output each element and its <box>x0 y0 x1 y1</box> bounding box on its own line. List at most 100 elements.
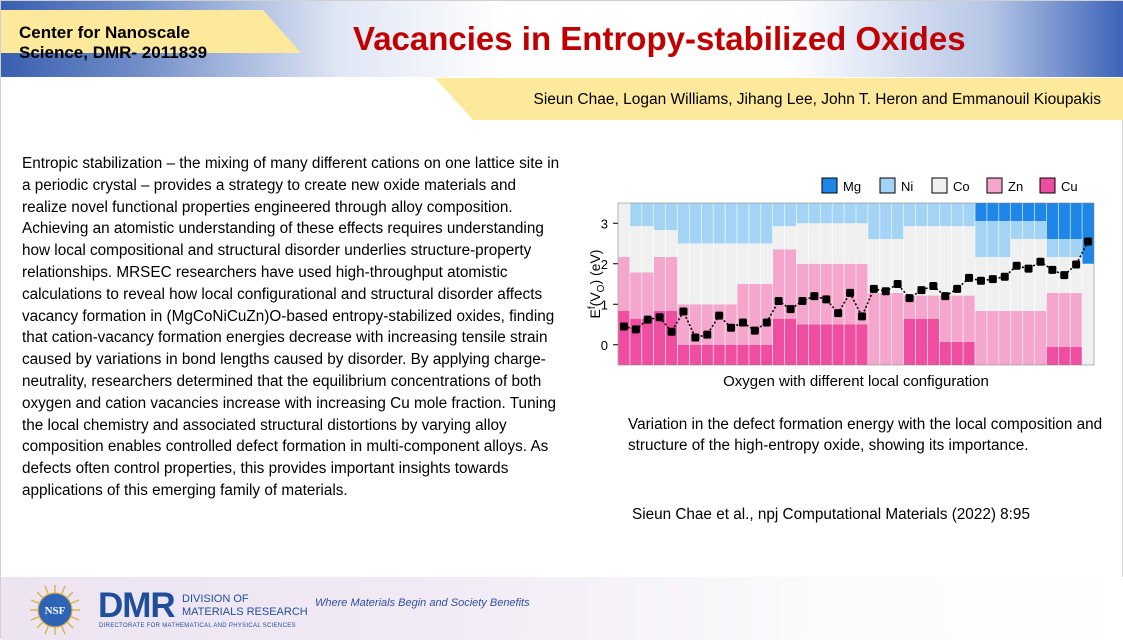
bar-segment <box>653 257 666 311</box>
bar-segment <box>641 203 654 227</box>
bar-segment <box>796 203 809 224</box>
data-point <box>1000 272 1009 281</box>
bar-segment <box>701 203 714 244</box>
data-point <box>1084 237 1093 246</box>
bar-segment <box>927 318 940 365</box>
bar-segment <box>1058 293 1071 347</box>
bar-segment <box>629 203 642 227</box>
bar-segment <box>677 304 690 345</box>
data-point <box>941 292 950 301</box>
legend-label-mg: Mg <box>843 179 861 194</box>
bar-segment <box>879 203 892 239</box>
bar-segment <box>1010 221 1023 239</box>
bar-segment <box>748 344 761 365</box>
bar-segment <box>1058 239 1071 257</box>
bar-segment <box>1070 347 1083 365</box>
body-paragraph: Entropic stabilization – the mixing of m… <box>22 155 560 499</box>
header-bar: Center for Nanoscale Science, DMR- 20118… <box>1 1 1123 77</box>
slide-title: Vacancies in Entropy-stabilized Oxides <box>353 20 966 57</box>
center-banner-shape <box>1 10 301 53</box>
data-point <box>822 295 831 304</box>
bar-segment <box>820 203 833 224</box>
bar-segment <box>951 203 964 227</box>
bar-segment <box>677 344 690 365</box>
bar-segment <box>1022 239 1035 311</box>
bar-segment <box>653 230 666 257</box>
bar-segment <box>903 295 916 319</box>
bar-segment <box>951 226 964 296</box>
y-tick-label: 3 <box>601 216 608 231</box>
footer-tagline: Where Materials Begin and Society Benefi… <box>315 597 530 609</box>
footer: NSF DMR DIVISION OF MATERIALS RESEARCH D… <box>1 577 1123 640</box>
bar-segment <box>986 257 999 311</box>
chart-y-ticks: 0 1 2 3 <box>601 216 618 353</box>
bar-segment <box>891 293 904 365</box>
data-point <box>655 313 664 322</box>
data-point <box>1024 264 1033 273</box>
data-point <box>869 284 878 293</box>
bar-segment <box>998 203 1011 221</box>
bar-segment <box>856 263 868 325</box>
legend-swatch-ni <box>879 177 896 194</box>
data-point <box>976 276 985 285</box>
bar-segment <box>927 295 940 319</box>
data-point <box>965 273 974 282</box>
bar-segment <box>772 318 785 365</box>
legend-swatch-co <box>931 177 948 194</box>
bar-segment <box>832 203 845 224</box>
bar-segment <box>713 243 726 305</box>
bar-segment <box>725 344 737 365</box>
bar-segment <box>760 243 773 284</box>
data-point <box>762 318 771 327</box>
bar-segment <box>867 239 880 293</box>
bar-segment <box>1034 239 1047 311</box>
bar-segment <box>844 324 856 365</box>
data-point <box>893 280 902 288</box>
y-tick-label: 2 <box>601 257 608 272</box>
y-tick-label: 0 <box>601 338 608 353</box>
data-point <box>619 322 628 331</box>
bar-segment <box>903 318 916 365</box>
bar-segment <box>963 341 975 365</box>
center-banner: Center for Nanoscale Science, DMR- 20118… <box>1 10 301 62</box>
bar-segment <box>1046 239 1059 257</box>
data-point <box>786 305 795 314</box>
bar-segment <box>832 324 845 365</box>
legend-swatch-zn <box>986 177 1003 194</box>
y-label-part: f <box>587 306 598 309</box>
data-point <box>631 325 640 334</box>
legend-label-co: Co <box>953 179 970 194</box>
bar-segment <box>784 226 797 250</box>
bar-segment <box>760 284 773 345</box>
citation: Sieun Chae et al., npj Computational Mat… <box>632 506 1030 523</box>
bar-segment <box>641 226 654 273</box>
data-point <box>727 323 736 332</box>
bar-segment <box>760 203 773 244</box>
y-label-part: ) (eV) <box>587 250 603 285</box>
defect-energy-chart: Mg Ni Co Zn Cu 0 1 2 3 Ef(VO) (eV) Oxygen with … <box>587 177 1095 390</box>
bar-segment <box>1046 203 1059 239</box>
chart-points <box>619 237 1093 342</box>
data-point <box>750 326 759 335</box>
y-label-part: (V <box>587 292 603 307</box>
bar-segment <box>808 203 821 224</box>
bar-segment <box>856 203 868 224</box>
bar-segment <box>986 203 999 221</box>
bar-segment <box>677 243 690 305</box>
bar-segment <box>1082 263 1094 365</box>
figure-caption: Variation in the defect formation energy… <box>628 416 1103 454</box>
data-point <box>929 282 938 291</box>
data-point <box>846 288 855 297</box>
bar-segment <box>939 226 952 296</box>
bar-segment <box>832 223 845 264</box>
bar-segment <box>879 239 892 293</box>
legend-swatch-mg <box>821 177 838 194</box>
data-point <box>774 297 783 306</box>
bar-segment <box>975 203 987 221</box>
bar-segment <box>1034 203 1047 221</box>
bar-segment <box>701 304 714 345</box>
bar-segment <box>927 226 940 296</box>
bar-segment <box>796 324 809 365</box>
data-point <box>988 275 997 284</box>
